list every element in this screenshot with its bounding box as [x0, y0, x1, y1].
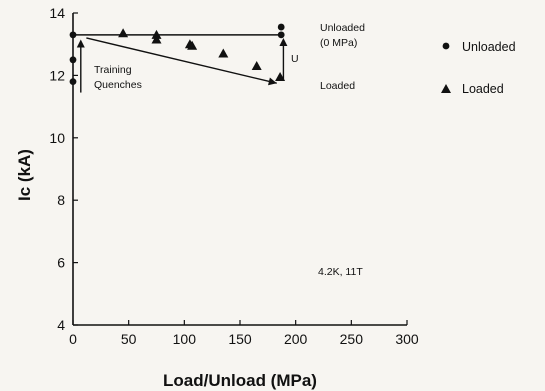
- annotation-training-line1: Training: [94, 64, 132, 76]
- y-tick-label: 10: [49, 130, 65, 146]
- arrow-training-quenches-head: [76, 39, 85, 48]
- point-loaded: [187, 40, 198, 50]
- annotation-training-line2: Quenches: [94, 79, 142, 91]
- point-loaded: [251, 61, 262, 71]
- y-tick-label: 14: [49, 5, 65, 21]
- x-tick-label: 250: [340, 331, 364, 347]
- point-unloaded: [69, 31, 77, 39]
- arrow-unload-head: [279, 37, 288, 46]
- legend-label-unloaded: Unloaded: [462, 40, 516, 54]
- y-axis-title: Ic (kA): [15, 149, 34, 201]
- x-tick-label: 300: [395, 331, 419, 347]
- point-loaded: [275, 71, 286, 81]
- annotation-unload-arrow-label: U: [291, 53, 299, 65]
- x-tick-label: 50: [121, 331, 137, 347]
- annotation-loaded: Loaded: [320, 80, 355, 92]
- point-unloaded: [69, 56, 77, 64]
- x-tick-label: 200: [284, 331, 308, 347]
- point-loaded: [151, 34, 162, 44]
- axis-ticks: 0 50 100 150 200 250 300 4 6 8 10 12 14: [49, 5, 418, 347]
- point-unloaded: [277, 23, 285, 31]
- y-tick-label: 6: [57, 255, 65, 271]
- legend-marker-loaded: [441, 84, 451, 93]
- point-loaded: [151, 29, 162, 39]
- data-marks: [69, 23, 286, 86]
- point-loaded: [118, 28, 129, 38]
- plot-area: 0 50 100 150 200 250 300 4 6 8 10 12 14: [49, 5, 418, 347]
- arrow-loading-head: [268, 77, 277, 86]
- x-tick-label: 100: [173, 331, 197, 347]
- legend-label-loaded: Loaded: [462, 82, 504, 96]
- legend: Unloaded Loaded: [441, 40, 516, 96]
- point-loaded: [218, 48, 229, 58]
- annotation-unloaded-line2: (0 MPa): [320, 37, 357, 49]
- x-tick-label: 150: [228, 331, 252, 347]
- annotation-arrows: [76, 37, 288, 93]
- point-unloaded: [69, 78, 77, 86]
- y-tick-label: 4: [57, 317, 65, 333]
- x-axis-title: Load/Unload (MPa): [163, 371, 317, 390]
- annotation-conditions: 4.2K, 11T: [318, 266, 363, 278]
- x-tick-label: 0: [69, 331, 77, 347]
- legend-marker-unloaded: [442, 42, 450, 50]
- arrow-loading: [86, 37, 277, 84]
- annotation-unloaded-line1: Unloaded: [320, 22, 365, 34]
- y-tick-label: 8: [57, 192, 65, 208]
- point-unloaded: [277, 31, 285, 39]
- y-tick-label: 12: [49, 67, 65, 83]
